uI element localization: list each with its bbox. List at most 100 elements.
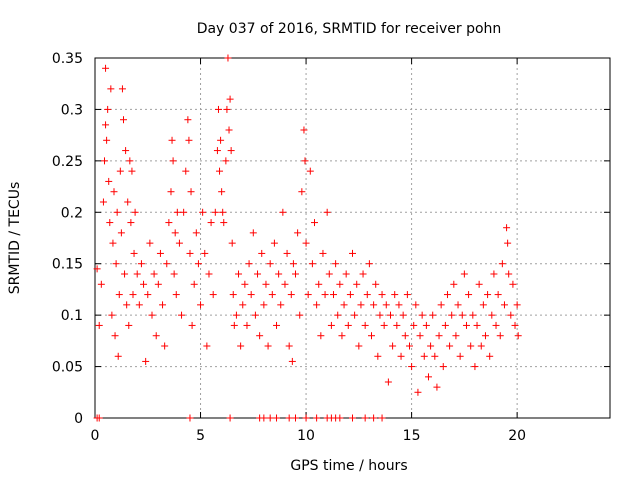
data-point bbox=[220, 219, 228, 227]
data-point bbox=[146, 239, 154, 247]
data-point bbox=[397, 352, 405, 360]
data-point bbox=[281, 280, 289, 288]
data-point bbox=[488, 311, 496, 319]
y-tick-label: 0.35 bbox=[52, 51, 83, 67]
data-point bbox=[152, 332, 160, 340]
data-point bbox=[186, 249, 194, 257]
x-tick-label: 20 bbox=[508, 428, 526, 444]
data-point bbox=[443, 291, 451, 299]
data-point bbox=[117, 229, 125, 237]
data-point bbox=[514, 332, 522, 340]
data-point bbox=[370, 301, 378, 309]
data-point bbox=[462, 321, 470, 329]
data-point bbox=[376, 311, 384, 319]
data-point bbox=[150, 270, 158, 278]
data-point bbox=[264, 342, 272, 350]
data-point bbox=[306, 167, 314, 175]
data-point bbox=[289, 260, 297, 268]
data-point bbox=[469, 311, 477, 319]
data-point bbox=[173, 208, 181, 216]
x-axis-label: GPS time / hours bbox=[290, 458, 407, 474]
data-point bbox=[224, 54, 232, 62]
data-point bbox=[351, 311, 359, 319]
data-point bbox=[275, 270, 283, 278]
data-point bbox=[481, 332, 489, 340]
data-point bbox=[108, 311, 116, 319]
data-point bbox=[113, 208, 121, 216]
data-point bbox=[118, 85, 126, 93]
data-point bbox=[260, 301, 268, 309]
data-point bbox=[190, 280, 198, 288]
data-point bbox=[142, 357, 150, 365]
data-point bbox=[130, 249, 138, 257]
data-point bbox=[298, 188, 306, 196]
data-point bbox=[456, 352, 464, 360]
data-point bbox=[302, 414, 310, 422]
data-point bbox=[359, 270, 367, 278]
data-point bbox=[167, 188, 175, 196]
data-point bbox=[169, 157, 177, 165]
data-point bbox=[156, 249, 164, 257]
data-point bbox=[378, 291, 386, 299]
data-point bbox=[327, 321, 335, 329]
x-tick-label: 0 bbox=[91, 428, 100, 444]
data-point bbox=[338, 332, 346, 340]
data-point bbox=[128, 167, 136, 175]
data-point bbox=[266, 260, 274, 268]
data-point bbox=[133, 270, 141, 278]
data-point bbox=[127, 219, 135, 227]
data-point bbox=[107, 85, 115, 93]
data-point bbox=[439, 363, 447, 371]
data-point bbox=[197, 301, 205, 309]
data-point bbox=[172, 291, 180, 299]
data-point bbox=[213, 147, 221, 155]
data-point bbox=[503, 224, 511, 232]
data-point bbox=[245, 260, 253, 268]
data-point bbox=[232, 311, 240, 319]
data-point bbox=[140, 280, 148, 288]
data-point bbox=[346, 291, 354, 299]
data-point bbox=[334, 311, 342, 319]
data-point bbox=[471, 363, 479, 371]
data-point bbox=[116, 167, 124, 175]
data-point bbox=[104, 105, 112, 113]
data-point bbox=[216, 167, 224, 175]
data-point bbox=[266, 414, 274, 422]
data-point bbox=[467, 342, 475, 350]
y-tick-label: 0.25 bbox=[52, 154, 83, 170]
y-tick-label: 0 bbox=[74, 411, 83, 427]
data-point bbox=[273, 414, 281, 422]
data-point bbox=[431, 352, 439, 360]
data-point bbox=[258, 249, 266, 257]
data-point bbox=[287, 291, 295, 299]
data-point bbox=[505, 270, 513, 278]
data-point bbox=[97, 280, 105, 288]
data-point bbox=[319, 249, 327, 257]
data-point bbox=[336, 280, 344, 288]
data-point bbox=[95, 321, 103, 329]
data-point bbox=[228, 239, 236, 247]
data-point bbox=[420, 352, 428, 360]
data-point bbox=[412, 301, 420, 309]
data-point bbox=[251, 311, 259, 319]
data-point bbox=[209, 291, 217, 299]
data-point bbox=[504, 239, 512, 247]
data-point bbox=[492, 321, 500, 329]
data-point bbox=[168, 136, 176, 144]
data-point bbox=[384, 378, 392, 386]
x-tick-label: 5 bbox=[196, 428, 205, 444]
data-point bbox=[214, 105, 222, 113]
data-point bbox=[477, 342, 485, 350]
data-point bbox=[494, 291, 502, 299]
data-point bbox=[511, 321, 519, 329]
data-point bbox=[484, 291, 492, 299]
data-point bbox=[304, 291, 312, 299]
data-point bbox=[277, 301, 285, 309]
data-point bbox=[452, 332, 460, 340]
data-point bbox=[408, 363, 416, 371]
data-point bbox=[300, 126, 308, 134]
data-point bbox=[226, 414, 234, 422]
data-point bbox=[308, 260, 316, 268]
data-point bbox=[254, 270, 262, 278]
data-point bbox=[129, 291, 137, 299]
